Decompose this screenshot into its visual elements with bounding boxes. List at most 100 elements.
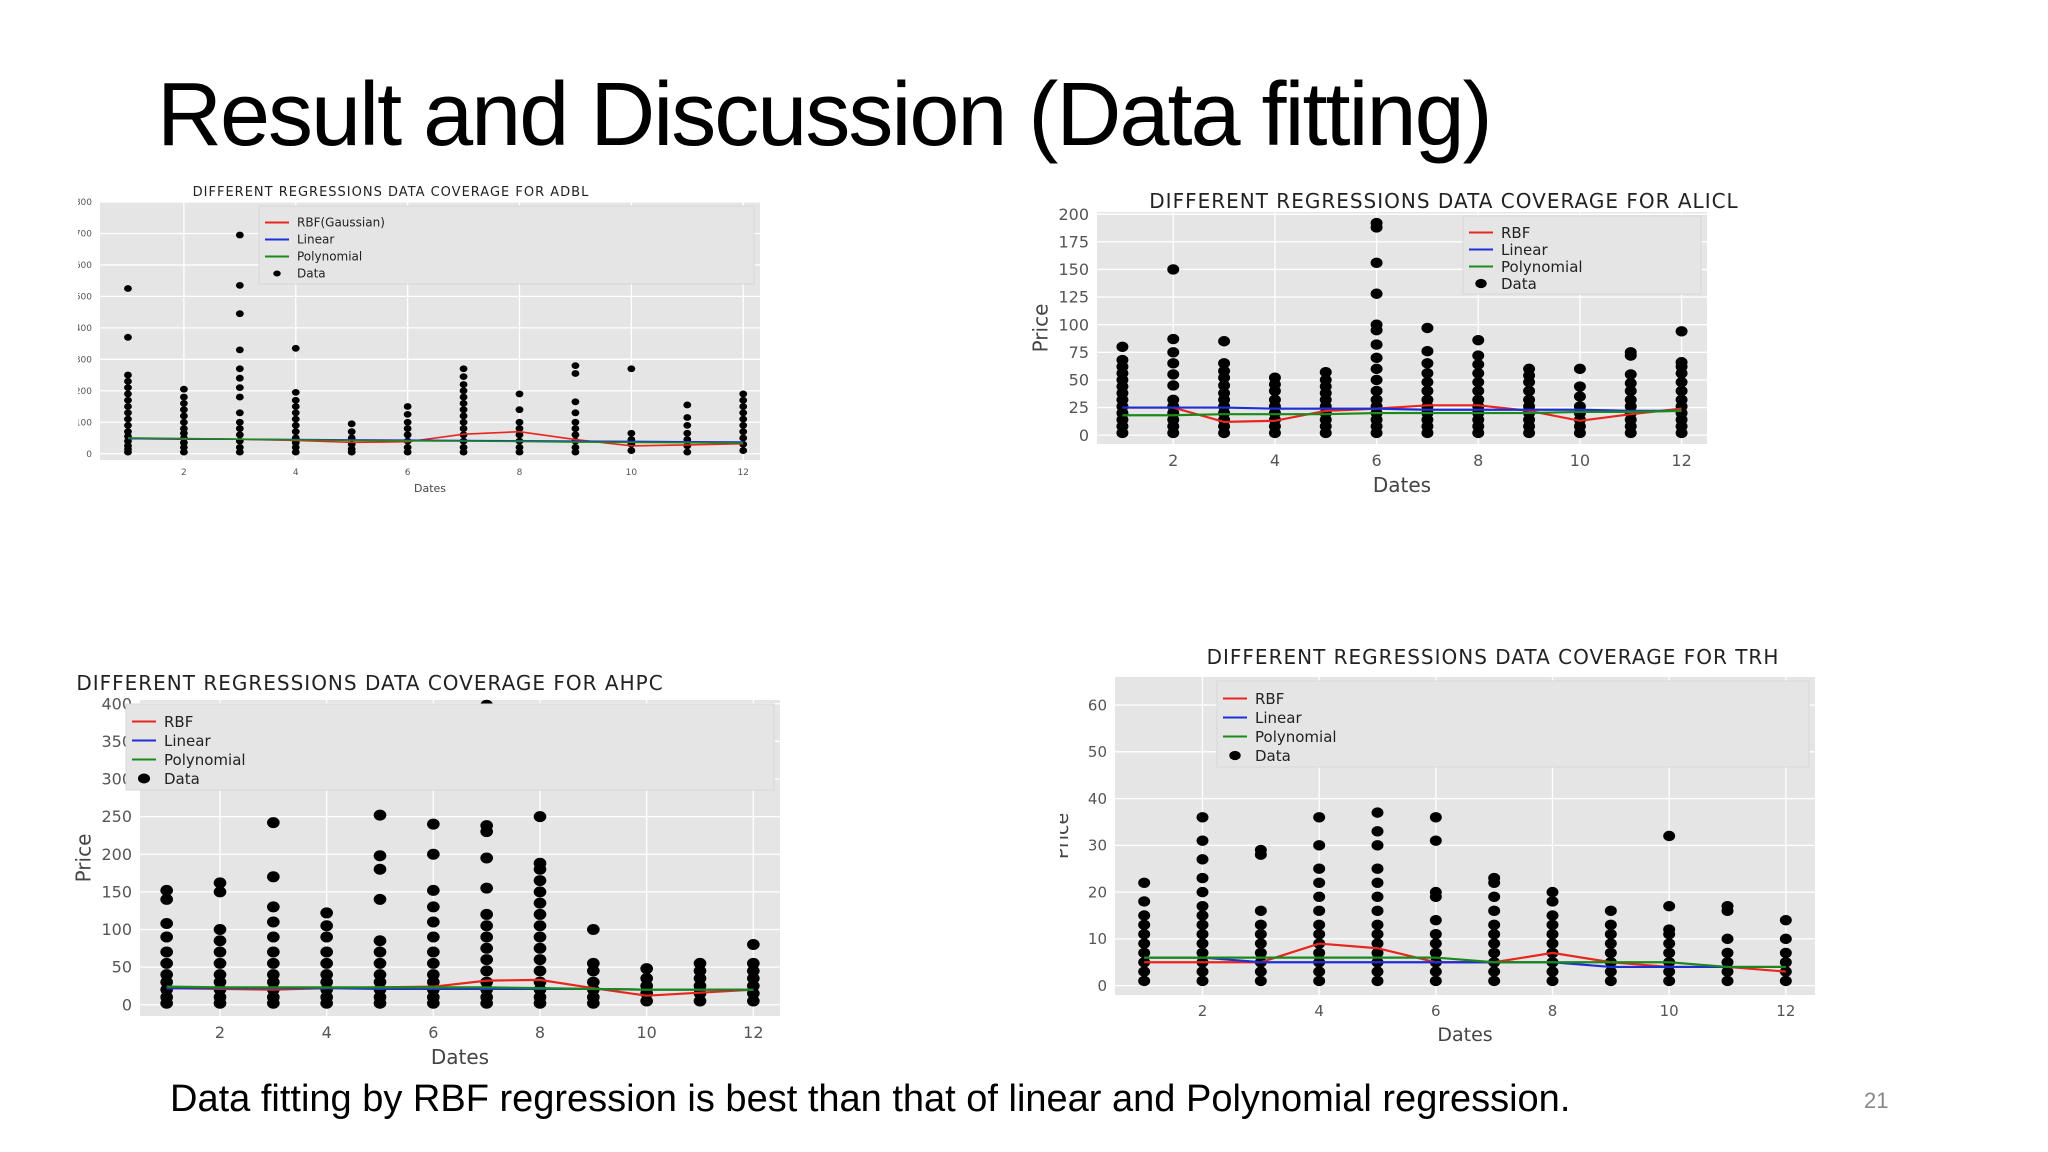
- data-point: [267, 901, 280, 913]
- data-point: [373, 935, 387, 947]
- data-point: [1721, 947, 1734, 959]
- data-point: [587, 957, 600, 969]
- data-point: [124, 421, 132, 429]
- data-point: [291, 396, 300, 404]
- data-point: [160, 931, 173, 943]
- data-point: [1779, 933, 1792, 945]
- data-point: [291, 421, 300, 429]
- data-point: [1218, 358, 1231, 369]
- data-point: [403, 410, 412, 418]
- data-point: [1218, 387, 1231, 399]
- data-point: [1138, 929, 1151, 940]
- series-line-polynomial: [1122, 409, 1682, 417]
- data-point: [1779, 947, 1792, 959]
- data-point: [693, 972, 707, 984]
- data-point: [515, 418, 524, 426]
- data-point: [480, 942, 493, 954]
- data-point: [1370, 385, 1383, 397]
- y-tick-label: 0: [86, 450, 92, 460]
- data-point: [739, 447, 748, 454]
- data-point: [533, 991, 547, 1003]
- data-point: [291, 403, 300, 410]
- legend-label: Data: [1255, 747, 1291, 765]
- data-point: [1371, 905, 1384, 917]
- data-point: [1604, 938, 1617, 949]
- data-point: [1370, 352, 1383, 364]
- data-point: [124, 377, 132, 385]
- data-point: [1196, 947, 1209, 959]
- data-point: [640, 972, 653, 984]
- legend-label: Data: [164, 770, 200, 788]
- data-point: [1371, 947, 1384, 959]
- data-point: [533, 920, 547, 932]
- y-tick-label: 150: [101, 882, 132, 901]
- data-point: [480, 954, 493, 966]
- data-point: [1254, 905, 1267, 917]
- slide-caption: Data fitting by RBF regression is best t…: [170, 1078, 1571, 1120]
- data-point: [1313, 812, 1326, 823]
- y-tick-label: 50: [1069, 371, 1089, 390]
- data-point: [1313, 891, 1326, 902]
- data-point: [213, 935, 227, 947]
- y-axis-label: Price: [1028, 304, 1052, 353]
- data-point: [403, 425, 412, 432]
- data-point: [235, 384, 244, 392]
- data-point: [1624, 385, 1637, 397]
- data-point: [1167, 347, 1180, 358]
- data-point: [1313, 863, 1326, 874]
- data-point: [1488, 905, 1501, 917]
- data-point: [1663, 900, 1676, 912]
- legend-label: Linear: [1255, 709, 1302, 727]
- data-point: [627, 447, 636, 454]
- legend-box: [1216, 680, 1810, 768]
- data-point: [1488, 929, 1501, 940]
- data-point: [1371, 826, 1384, 837]
- series-line-linear: [1144, 956, 1786, 969]
- x-tick-label: 12: [1776, 1002, 1795, 1020]
- data-point: [347, 445, 356, 453]
- data-point: [373, 863, 387, 875]
- data-point: [1196, 854, 1209, 865]
- chart-alicl: DIFFERENT REGRESSIONS DATA COVERAGE FOR …: [1020, 188, 1920, 628]
- data-point: [1167, 333, 1180, 345]
- data-point: [693, 965, 707, 977]
- data-point: [1779, 957, 1792, 968]
- data-point: [1254, 844, 1267, 856]
- legend-label: Linear: [1501, 241, 1548, 259]
- data-point: [1488, 966, 1501, 977]
- legend-label: Polynomial: [1255, 728, 1337, 746]
- data-point: [587, 991, 600, 1003]
- y-tick-label: 40: [1088, 790, 1107, 808]
- x-tick-label: 8: [1548, 1002, 1558, 1020]
- data-point: [373, 991, 387, 1003]
- chart-title: DIFFERENT REGRESSIONS DATA COVERAGE FOR …: [76, 671, 663, 695]
- data-point: [683, 448, 692, 456]
- data-point: [1624, 369, 1637, 380]
- data-point: [124, 442, 132, 450]
- data-point: [1371, 877, 1384, 888]
- data-point: [320, 957, 333, 969]
- data-point: [213, 946, 227, 958]
- data-point: [459, 393, 468, 401]
- data-point: [179, 444, 188, 451]
- x-tick-label: 2: [1198, 1002, 1208, 1020]
- data-point: [1488, 947, 1501, 959]
- x-tick-label: 4: [293, 468, 299, 478]
- data-point: [1573, 363, 1586, 375]
- data-point: [124, 415, 132, 423]
- data-point: [1421, 368, 1434, 379]
- data-point: [1268, 372, 1281, 383]
- data-point: [640, 963, 653, 975]
- data-point: [693, 957, 707, 969]
- y-tick-label: 200: [101, 845, 132, 864]
- legend-marker-data: [1229, 750, 1241, 761]
- data-point: [1472, 385, 1485, 397]
- data-point: [1421, 346, 1434, 357]
- data-point: [160, 893, 173, 905]
- data-point: [403, 431, 412, 439]
- data-point: [179, 393, 188, 401]
- data-point: [1429, 966, 1442, 977]
- data-point: [1371, 840, 1384, 851]
- data-point: [1167, 264, 1180, 275]
- data-point: [515, 448, 524, 456]
